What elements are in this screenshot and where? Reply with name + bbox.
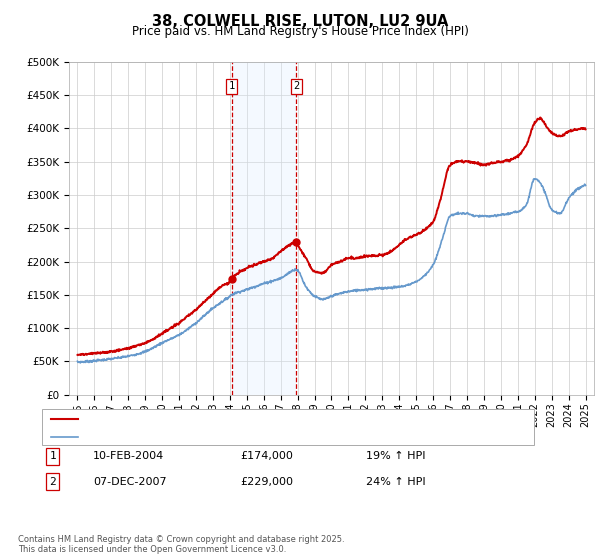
Text: Price paid vs. HM Land Registry's House Price Index (HPI): Price paid vs. HM Land Registry's House … <box>131 25 469 38</box>
Text: 1: 1 <box>229 81 235 91</box>
Text: £229,000: £229,000 <box>240 477 293 487</box>
Text: 19% ↑ HPI: 19% ↑ HPI <box>366 451 425 461</box>
Text: 2: 2 <box>49 477 56 487</box>
Text: 2: 2 <box>293 81 299 91</box>
Text: 24% ↑ HPI: 24% ↑ HPI <box>366 477 425 487</box>
Text: 10-FEB-2004: 10-FEB-2004 <box>93 451 164 461</box>
Text: Contains HM Land Registry data © Crown copyright and database right 2025.
This d: Contains HM Land Registry data © Crown c… <box>18 535 344 554</box>
Text: HPI: Average price, semi-detached house, Luton: HPI: Average price, semi-detached house,… <box>82 432 333 442</box>
Text: 38, COLWELL RISE, LUTON, LU2 9UA: 38, COLWELL RISE, LUTON, LU2 9UA <box>152 14 448 29</box>
Text: 1: 1 <box>49 451 56 461</box>
Text: 38, COLWELL RISE, LUTON, LU2 9UA (semi-detached house): 38, COLWELL RISE, LUTON, LU2 9UA (semi-d… <box>82 414 393 424</box>
Bar <box>232 62 296 395</box>
Text: £174,000: £174,000 <box>240 451 293 461</box>
Text: 07-DEC-2007: 07-DEC-2007 <box>93 477 167 487</box>
